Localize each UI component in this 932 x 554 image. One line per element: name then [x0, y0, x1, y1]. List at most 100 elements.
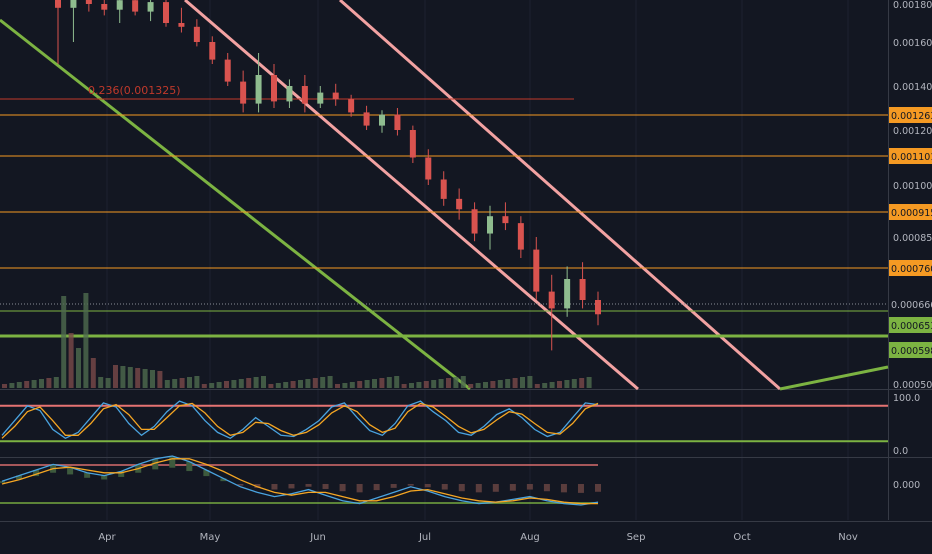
macd-histogram-bar: [356, 484, 363, 493]
volume-bar: [431, 380, 437, 388]
time-axis-label: Nov: [838, 532, 858, 543]
volume-bar: [231, 380, 237, 388]
volume-bar: [142, 369, 148, 388]
axes: 0.001263 0.001101 0.000915 0.000760 0.000653…: [98, 0, 932, 543]
volume-bar: [438, 379, 444, 388]
volume-bar: [253, 377, 259, 388]
volume-bar: [246, 378, 252, 388]
time-axis-label: May: [200, 532, 221, 543]
price-panel[interactable]: 0.236(0.001325): [0, 0, 932, 522]
trend-line-rising: [779, 365, 889, 391]
macd-histogram-bar: [458, 484, 465, 492]
macd-histogram-bar: [577, 484, 584, 493]
last-price-tag: [889, 297, 932, 311]
price-level-tag: [889, 107, 932, 123]
volume-bar: [557, 381, 562, 388]
candle-body: [255, 75, 262, 104]
price-level-tag: [889, 148, 932, 164]
volume-bar: [2, 384, 7, 388]
candle-body: [379, 114, 385, 126]
macd-panel[interactable]: [0, 455, 601, 506]
volume-bar: [76, 348, 81, 388]
macd-series-line: [1, 458, 598, 505]
volume-bar: [298, 380, 303, 388]
macd-histogram-bar: [33, 470, 40, 477]
volume-bar: [549, 382, 555, 388]
candle-body: [471, 209, 478, 234]
macd-histogram-bar: [203, 470, 210, 477]
macd-histogram-bar: [254, 484, 261, 488]
volume-bar: [216, 382, 222, 388]
volume-bar: [283, 382, 289, 388]
channel-line-lower: [184, 0, 639, 391]
volume-bar: [379, 378, 385, 388]
volume-bar: [209, 383, 215, 388]
volume-bar: [571, 379, 577, 388]
candle-body: [224, 59, 231, 82]
candle-body: [240, 81, 247, 104]
volume-bar: [460, 376, 466, 388]
volume-bar: [238, 379, 244, 388]
time-axis-label: Apr: [98, 532, 116, 543]
price-level-label: 0.000760: [891, 264, 932, 275]
macd-histogram-bar: [305, 484, 312, 487]
volume-bar: [135, 368, 141, 388]
price-level-tag: [889, 260, 932, 276]
macd-histogram-bar: [424, 484, 431, 488]
volume-bar: [416, 382, 422, 388]
macd-histogram-bar: [152, 458, 159, 470]
candle-body: [564, 279, 571, 309]
stochastic-panel[interactable]: [0, 400, 888, 443]
candle-body: [163, 2, 169, 23]
candle-body: [487, 216, 493, 234]
volume-bar: [150, 370, 155, 388]
volume-bar: [512, 378, 518, 388]
volume-bar: [586, 377, 592, 388]
price-level-label: 0.001263: [891, 111, 932, 122]
fib-level-label: 0.236(0.001325): [88, 84, 181, 97]
volume-bar: [468, 384, 474, 388]
candle-body: [147, 2, 154, 12]
macd-histogram-bar: [390, 484, 397, 488]
volume-bar: [120, 366, 126, 388]
price-level-label: 0.001101: [891, 152, 932, 163]
volume-bar: [201, 384, 207, 388]
candle-body: [178, 23, 185, 27]
volume-bar: [90, 358, 96, 388]
candle-body: [517, 223, 524, 250]
macd-histogram-bar: [526, 484, 533, 490]
volume-bar: [39, 379, 44, 388]
candle-body: [317, 92, 324, 104]
volume-bar: [320, 377, 326, 388]
macd-histogram-bar: [407, 484, 414, 486]
stoch-axis-tick: 100.0: [893, 393, 920, 404]
volume-bar: [261, 376, 266, 388]
macd-histogram-bar: [101, 475, 108, 480]
volume-bar: [164, 380, 170, 388]
volume-bar: [98, 377, 104, 388]
candle-body: [533, 249, 540, 292]
channel-line-upper: [339, 0, 781, 391]
candle-body: [116, 0, 123, 10]
volume-bar: [127, 367, 133, 388]
macd-axis-tick: 0.000: [893, 480, 920, 491]
candle-body: [132, 0, 139, 12]
trend-line-green: [0, 18, 471, 391]
candle-body: [440, 179, 447, 199]
time-axis-label: Aug: [520, 532, 540, 543]
volume-bar: [335, 384, 340, 388]
stoch-series-line: [1, 400, 599, 440]
macd-histogram-bar: [373, 484, 380, 491]
volume-bar: [475, 383, 481, 388]
candle-body: [271, 75, 277, 102]
last-price-label: 0.000666: [891, 300, 932, 311]
volume-bar: [349, 382, 355, 388]
macd-histogram-bar: [339, 484, 346, 492]
volume-bar: [342, 383, 348, 388]
